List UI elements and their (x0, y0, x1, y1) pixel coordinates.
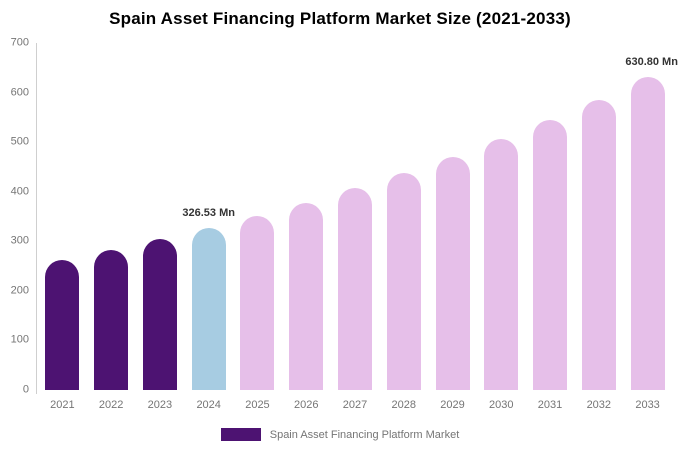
bar-2032 (581, 99, 616, 390)
x-tick-label: 2022 (98, 399, 124, 411)
x-tick-label: 2033 (635, 399, 660, 411)
bar-column: 2029 (428, 43, 477, 411)
bar-column: 2032 (574, 43, 623, 411)
data-label-2033: 630.80 Mn (625, 56, 678, 69)
bar-2033 (630, 77, 665, 390)
bar-2023 (142, 239, 177, 390)
chart-title: Spain Asset Financing Platform Market Si… (109, 9, 571, 28)
x-tick-label: 2030 (489, 399, 514, 411)
x-tick-label: 2026 (293, 399, 319, 411)
legend-label: Spain Asset Financing Platform Market (269, 428, 460, 441)
bar-2030 (484, 139, 519, 390)
bar-2031 (533, 119, 568, 390)
x-tick-label: 2028 (391, 399, 416, 411)
y-tick-label: 700 (10, 36, 29, 49)
x-tick-label: 2027 (342, 399, 368, 411)
y-tick-label: 100 (10, 333, 29, 346)
bars-area: 2021 2022 2023 2024 326.53 Mn 2025 2026 2027 202… (38, 43, 678, 411)
bar-2026 (289, 202, 324, 390)
y-tick-label: 600 (10, 86, 29, 99)
x-tick-label: 2032 (586, 399, 612, 411)
bar-2029 (435, 156, 470, 390)
bar-column: 2023 (136, 43, 185, 411)
bar-column: 2031 (526, 43, 575, 411)
y-axis-line (36, 43, 37, 394)
x-tick-label: 2029 (440, 399, 465, 411)
bar-column: 2022 (87, 43, 136, 411)
bar-column: 2024 326.53 Mn (182, 43, 235, 411)
bar-column: 2026 (282, 43, 331, 411)
bar-column: 2028 (379, 43, 428, 411)
bar-column: 2027 (331, 43, 380, 411)
x-tick-label: 2024 (196, 399, 221, 411)
bar-column: 2025 (233, 43, 282, 411)
x-tick-label: 2031 (537, 399, 563, 411)
x-tick-label: 2025 (245, 399, 270, 411)
bar-2028 (386, 173, 421, 390)
bar-column: 2030 (477, 43, 526, 411)
y-tick-label: 200 (10, 284, 29, 297)
x-tick-label: 2023 (147, 399, 173, 411)
y-tick-label: 300 (10, 234, 29, 247)
bar-2024 (191, 228, 226, 390)
bar-2025 (240, 216, 275, 390)
y-tick-label: 400 (10, 185, 29, 198)
legend-swatch (220, 428, 261, 441)
bar-2021 (45, 260, 80, 390)
x-tick-label: 2021 (50, 399, 75, 411)
bar-2027 (337, 188, 372, 390)
y-tick-label: 0 (22, 383, 29, 396)
y-tick-label: 500 (10, 135, 29, 148)
bar-column: 2033 630.80 Mn (623, 43, 678, 411)
legend: Spain Asset Financing Platform Market (0, 428, 680, 441)
bar-2022 (94, 250, 129, 390)
data-label-2024: 326.53 Mn (182, 207, 235, 220)
bar-column: 2021 (38, 43, 87, 411)
plot-area: 2021 2022 2023 2024 326.53 Mn 2025 2026 2027 202… (11, 37, 678, 411)
